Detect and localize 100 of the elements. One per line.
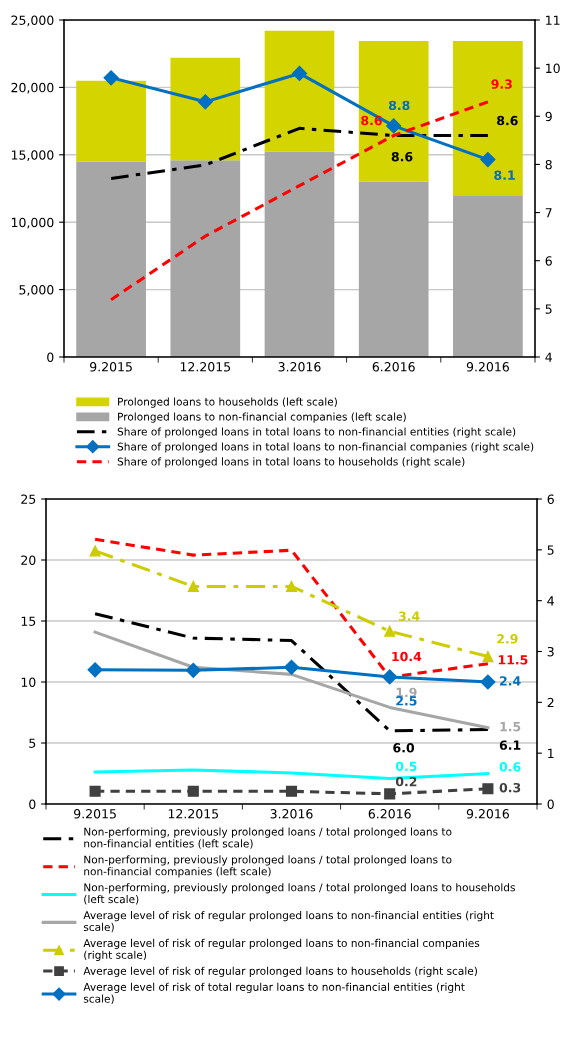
- y-tick-label: 15,000: [11, 150, 54, 161]
- y-tick-label: 20,000: [11, 82, 54, 94]
- y2-tick-label: 10: [546, 63, 560, 74]
- legend-label: Average level of risk of regular prolonged loans to households (right scale): [83, 966, 477, 977]
- data-label: 6.1: [499, 740, 521, 750]
- y2-tick-label: 4: [545, 352, 552, 362]
- point: [482, 651, 494, 663]
- y-tick-label: 15: [21, 616, 36, 626]
- legend-label: Share of prolonged loans in total loans to households (right scale): [117, 457, 465, 468]
- point: [382, 669, 398, 685]
- data-label: 8.6: [361, 115, 382, 126]
- y2-tick-label: 3: [547, 646, 554, 657]
- data-label: 0.6: [499, 762, 521, 772]
- bar: [264, 30, 335, 152]
- bar: [453, 40, 523, 196]
- data-label: 9.3: [491, 79, 512, 89]
- y-tick-label: 10,000: [11, 217, 54, 229]
- point: [480, 674, 496, 690]
- point: [291, 65, 308, 82]
- legend-label: Prolonged loans to households (left scale): [118, 397, 337, 408]
- legend-label: Non-performing, previously prolonged loans / total prolonged loans to households (left scale): [84, 883, 515, 905]
- point: [285, 580, 298, 592]
- data-label: 8.8: [388, 100, 410, 111]
- point: [87, 662, 103, 678]
- legend-label: Average level of risk of regular prolonged loans to non-financial companies (right scale): [83, 938, 480, 961]
- y2-tick-label: 6: [547, 494, 554, 504]
- x-tick-label: 6.2016: [368, 809, 411, 819]
- point: [386, 118, 402, 134]
- bar: [358, 181, 429, 357]
- point: [285, 785, 298, 797]
- y2-tick-label: 4: [547, 596, 554, 606]
- line-series: [109, 100, 490, 302]
- point: [187, 785, 199, 797]
- bar: [358, 40, 429, 182]
- bar: [76, 161, 146, 357]
- legend-label: Prolonged loans to non-financial companies (left scale): [118, 412, 406, 423]
- point: [103, 70, 119, 86]
- y2-tick-label: 11: [546, 15, 560, 25]
- data-label: 8.6: [497, 115, 518, 126]
- data-label: 3.4: [398, 611, 420, 621]
- point: [384, 788, 396, 800]
- x-tick-label: 9.2016: [466, 809, 509, 819]
- line-series: [93, 612, 490, 733]
- y-tick-label: 0: [47, 352, 54, 362]
- point: [384, 625, 396, 637]
- y-tick-label: 20: [21, 555, 36, 565]
- data-label: 0.2: [395, 776, 417, 787]
- data-label: 2.5: [396, 696, 417, 706]
- x-tick-label: 3.2016: [270, 809, 313, 819]
- y2-tick-label: 5: [547, 545, 554, 555]
- x-tick-label: 3.2016: [278, 362, 321, 372]
- data-label: 8.1: [494, 170, 515, 180]
- data-label: 0.5: [395, 761, 417, 772]
- y2-tick-label: 8: [545, 159, 552, 170]
- data-label: 11.5: [498, 655, 528, 665]
- y2-tick-label: 9: [545, 111, 552, 122]
- bar: [264, 151, 335, 357]
- point: [480, 152, 496, 168]
- y2-tick-label: 6: [545, 256, 552, 266]
- line-series: [93, 630, 490, 730]
- data-label: 2.9: [497, 634, 518, 644]
- y2-tick-label: 7: [545, 208, 552, 218]
- y2-tick-label: 0: [547, 799, 554, 809]
- point: [197, 94, 213, 110]
- x-tick-label: 6.2016: [372, 362, 415, 372]
- y-tick-label: 5: [29, 738, 36, 748]
- data-label: 0.3: [499, 782, 521, 793]
- bar: [76, 80, 146, 162]
- data-label: 10.4: [392, 651, 422, 662]
- point: [283, 659, 300, 675]
- point: [482, 783, 494, 795]
- data-label: 8.6: [391, 151, 413, 162]
- point: [187, 580, 199, 592]
- legend-label: Share of prolonged loans in total loans to non-financial entities (right scale): [117, 427, 516, 438]
- bar: [170, 57, 241, 161]
- point: [89, 545, 101, 557]
- bar: [453, 195, 523, 357]
- y2-tick-label: 1: [548, 748, 554, 758]
- data-label: 1.5: [500, 722, 521, 732]
- y-tick-label: 25: [21, 494, 36, 504]
- legend-label: Average level of risk of total regular loans to non-financial entities (right scale): [83, 982, 465, 1004]
- legend-label: Average level of risk of regular prolonged loans to non-financial entities (right scale): [83, 911, 494, 933]
- data-label: 2.4: [500, 676, 521, 686]
- x-tick-label: 12.2015: [180, 362, 231, 372]
- y-tick-label: 5,000: [19, 285, 54, 296]
- y-tick-label: 10: [21, 677, 36, 687]
- y2-tick-label: 2: [547, 697, 554, 708]
- bar: [170, 160, 241, 357]
- data-label: 1.9: [396, 687, 417, 698]
- legend-label: Share of prolonged loans in total loans to non-financial companies (right scale): [117, 442, 534, 453]
- data-label: 6.0: [393, 743, 415, 753]
- point: [89, 785, 101, 797]
- point: [185, 662, 201, 678]
- legend-label: Non-performing, previously prolonged loans / total prolonged loans to non-financial entities (left scale): [84, 827, 452, 849]
- y-tick-label: 0: [29, 799, 36, 809]
- legend-label: Non-performing, previously prolonged loans / total prolonged loans to non-financial companies (left scale): [84, 855, 452, 878]
- x-tick-label: 9.2015: [90, 362, 132, 372]
- x-tick-label: 9.2015: [74, 809, 116, 819]
- y-tick-label: 25,000: [11, 15, 54, 27]
- x-tick-label: 9.2016: [466, 362, 509, 372]
